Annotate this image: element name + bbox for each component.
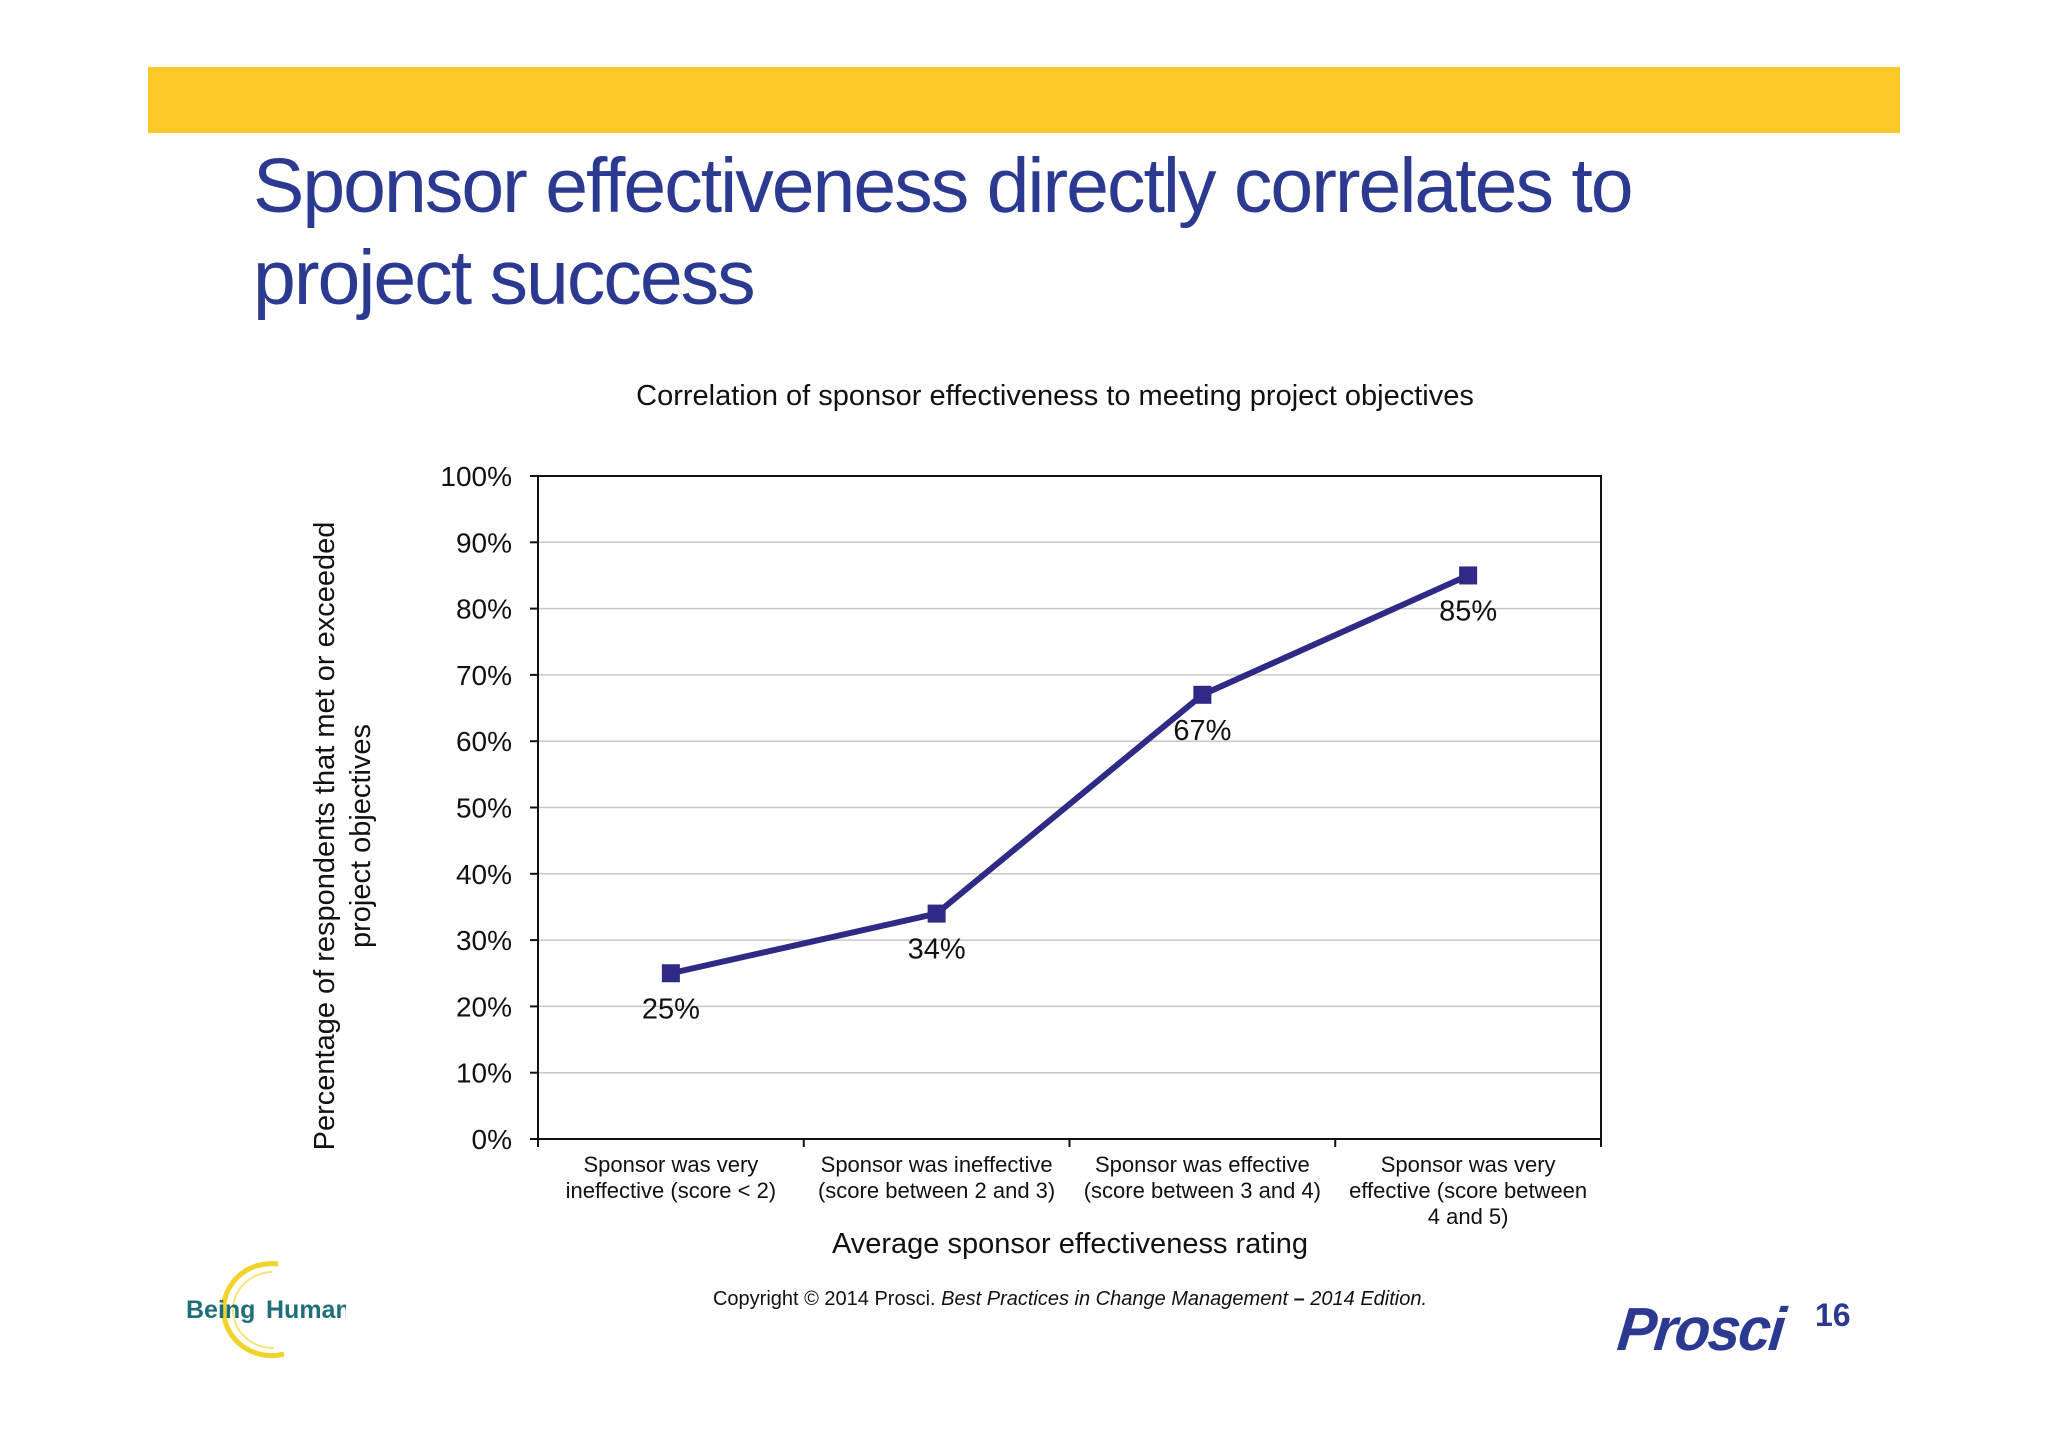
x-axis-title: Average sponsor effectiveness rating bbox=[831, 1228, 1309, 1260]
page-number: 16 bbox=[1815, 1297, 1851, 1333]
y-axis-title: Percentage of respondents that met or ex… bbox=[309, 521, 377, 1151]
x-category-label-line: Sponsor was effective bbox=[1095, 1152, 1310, 1177]
being-human-logo: Being Human bbox=[186, 1261, 346, 1358]
y-tick-label: 0% bbox=[472, 1124, 512, 1155]
x-category-label-line: (score between 2 and 3) bbox=[818, 1178, 1055, 1203]
y-tick-label: 50% bbox=[456, 793, 512, 824]
data-label: 67% bbox=[1173, 715, 1231, 747]
copyright-notice: Copyright © 2014 Prosci. Best Practices … bbox=[600, 1288, 1540, 1311]
x-category-label-line: 4 and 5) bbox=[1428, 1204, 1509, 1229]
y-tick-label: 100% bbox=[440, 461, 512, 492]
y-tick-label: 10% bbox=[456, 1058, 512, 1089]
y-tick-label: 40% bbox=[456, 859, 512, 890]
x-axis: Sponsor was very ineffective (score < 2)S… bbox=[537, 1139, 1602, 1229]
svg-text:Being: Being bbox=[186, 1296, 255, 1324]
y-tick-label: 80% bbox=[456, 594, 512, 625]
data-point-marker bbox=[927, 904, 946, 923]
y-tick-label: 20% bbox=[456, 991, 512, 1022]
data-point-marker bbox=[1193, 685, 1212, 704]
data-label: 85% bbox=[1439, 595, 1497, 627]
x-category-label-line: (score between 3 and 4) bbox=[1084, 1178, 1321, 1203]
series-line bbox=[670, 572, 1470, 977]
y-tick-label: 30% bbox=[456, 925, 512, 956]
svg-text:Human: Human bbox=[266, 1296, 346, 1324]
x-category-label-line: Sponsor was ineffective bbox=[821, 1152, 1053, 1177]
copyright-book-title: Best Practices in Change Management bbox=[941, 1288, 1289, 1310]
y-axis: 0% 10% 20% 30% 40% 50% 60% 70% 80% 90% 100% bbox=[440, 461, 538, 1155]
slide-title-line-2: project success bbox=[253, 235, 756, 321]
y-tick-label: 60% bbox=[456, 726, 512, 757]
data-point-marker bbox=[1459, 566, 1478, 585]
prosci-logo: Prosci bbox=[1614, 1295, 1787, 1364]
title-banner bbox=[148, 67, 1900, 133]
copyright-edition: 2014 Edition. bbox=[1310, 1288, 1428, 1310]
x-category-label-line: Sponsor was very bbox=[583, 1152, 758, 1177]
x-category-label: Sponsor was very ineffective (score < 2) bbox=[566, 1152, 777, 1203]
x-category-label: Sponsor was effective (score between 3 an… bbox=[1084, 1152, 1321, 1203]
slide-title: Sponsor effectiveness directly correlate… bbox=[253, 140, 1813, 324]
x-category-label-line: effective (score between bbox=[1349, 1178, 1587, 1203]
copyright-text: Copyright © 2014 Prosci. bbox=[712, 1288, 942, 1310]
x-category-label: Sponsor was ineffective (score between 2 … bbox=[818, 1152, 1055, 1203]
data-label: 34% bbox=[908, 934, 966, 966]
y-tick-label: 70% bbox=[456, 660, 512, 691]
data-label: 25% bbox=[642, 993, 700, 1025]
series-sponsor-effectiveness: 25% 34% 67% 85% bbox=[642, 566, 1497, 1025]
data-point-marker bbox=[661, 964, 680, 983]
x-category-label: Sponsor was very effective (score between… bbox=[1349, 1152, 1587, 1229]
y-tick-label: 90% bbox=[456, 527, 512, 558]
chart-title: Correlation of sponsor effectiveness to … bbox=[636, 380, 1474, 412]
copyright-dash: – bbox=[1288, 1288, 1311, 1310]
slide-title-line-1: Sponsor effectiveness directly correlate… bbox=[253, 143, 1634, 229]
x-category-label-line: Sponsor was very bbox=[1381, 1152, 1556, 1177]
x-category-label-line: ineffective (score < 2) bbox=[566, 1178, 777, 1203]
